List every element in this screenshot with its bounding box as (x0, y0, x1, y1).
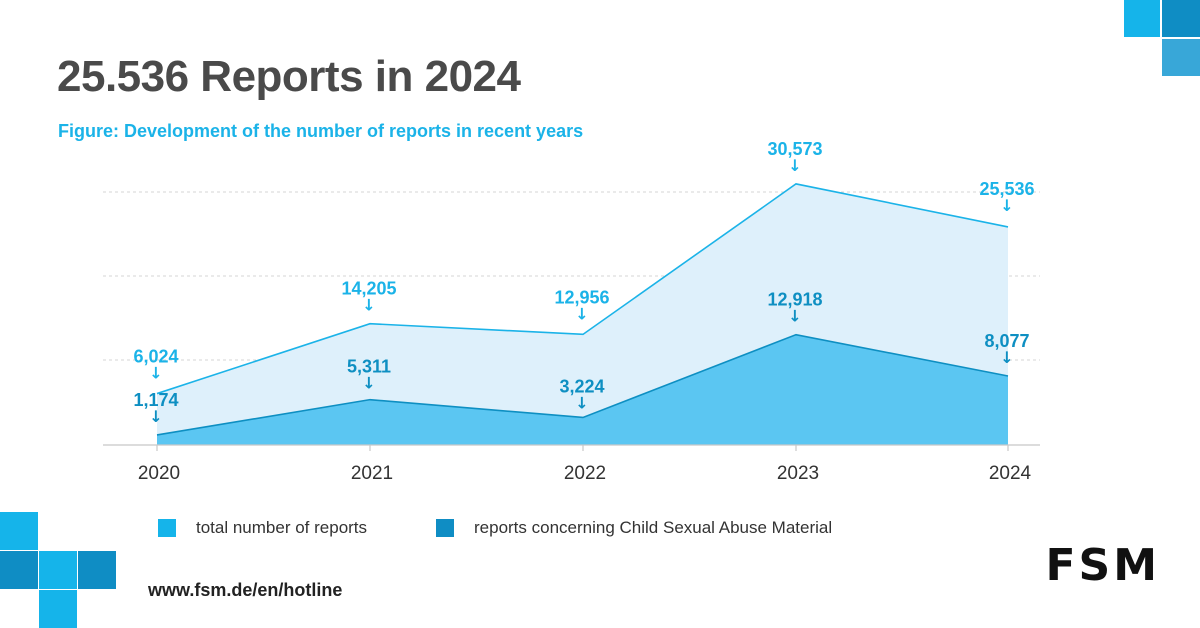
csam-data-label: 8,077 (984, 331, 1029, 351)
total-data-label: 30,573 (767, 139, 822, 159)
total-data-arrow: ↓ (362, 296, 375, 315)
x-tick-label: 2020 (138, 463, 180, 484)
legend-label-csam: reports concerning Child Sexual Abuse Ma… (474, 518, 833, 537)
total-data-label: 25,536 (979, 179, 1034, 199)
csam-data-label: 5,311 (347, 357, 391, 377)
x-tick-label: 2023 (777, 463, 819, 484)
total-data-label: 6,024 (133, 347, 178, 367)
total-data-label: 12,956 (554, 287, 609, 307)
chart-subtitle: Figure: Development of the number of rep… (58, 121, 584, 141)
legend-item-total: total number of reports (158, 518, 367, 538)
legend-label-total: total number of reports (196, 518, 368, 537)
deco-square (0, 551, 38, 589)
deco-square (1124, 0, 1160, 37)
total-data-arrow: ↓ (149, 364, 162, 383)
deco-square (39, 551, 77, 589)
total-reports-line (156, 183, 1009, 395)
deco-square (0, 512, 38, 550)
fsm-logo: FSM (1045, 540, 1160, 591)
x-tick-label: 2022 (564, 463, 606, 484)
total-data-arrow: ↓ (575, 304, 588, 323)
hotline-link[interactable]: www.fsm.de/en/hotline (148, 580, 343, 600)
bottom-left-decoration (0, 512, 116, 628)
total-data-label: 14,205 (341, 279, 396, 299)
page-title: 25.536 Reports in 2024 (57, 52, 521, 101)
csam-data-arrow: ↓ (362, 374, 375, 393)
csam-data-arrow: ↓ (1000, 348, 1013, 367)
csam-data-label: 12,918 (767, 290, 822, 310)
csam-data-arrow: ↓ (575, 393, 588, 412)
csam-reports-line (156, 333, 1009, 436)
csam-data-arrow: ↓ (149, 407, 162, 426)
x-tick-label: 2021 (351, 463, 393, 484)
total-data-arrow: ↓ (788, 156, 801, 175)
legend-swatch-csam (436, 519, 454, 537)
csam-data-label: 1,174 (133, 390, 178, 410)
top-right-decoration (1124, 0, 1200, 76)
deco-square (78, 551, 116, 589)
total-data-arrow: ↓ (1000, 196, 1013, 215)
deco-square (1162, 39, 1200, 76)
legend-swatch-total (158, 519, 176, 537)
csam-data-label: 3,224 (559, 376, 604, 396)
csam-data-arrow: ↓ (788, 307, 801, 326)
deco-square (1162, 0, 1200, 37)
csam-reports-area (157, 334, 1008, 445)
deco-square (39, 590, 77, 628)
legend-item-csam: reports concerning Child Sexual Abuse Ma… (436, 518, 832, 538)
x-tick-label: 2024 (989, 463, 1032, 484)
